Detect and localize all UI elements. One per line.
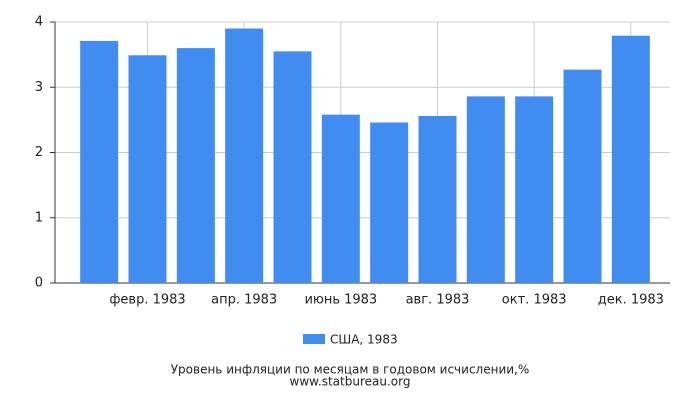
bar — [273, 51, 312, 283]
y-tick-label: 1 — [35, 210, 43, 225]
bar — [466, 96, 505, 283]
bar — [321, 114, 360, 283]
bar — [611, 35, 650, 283]
x-tick-label: авг. 1983 — [406, 293, 470, 308]
bar — [225, 28, 264, 284]
y-tick-label: 4 — [35, 15, 43, 30]
bar — [80, 40, 119, 283]
x-tick-label: дек. 1983 — [598, 293, 664, 308]
source: www.statbureau.org — [290, 375, 411, 389]
y-tick-label: 2 — [35, 145, 43, 160]
bar — [370, 122, 409, 283]
bar — [418, 115, 457, 284]
chart-title: Уровень инфляции по месяцам в годовом ис… — [171, 363, 530, 377]
bar — [176, 48, 215, 283]
y-tick-label: 0 — [35, 276, 43, 291]
bar — [563, 69, 602, 283]
x-tick-label: апр. 1983 — [211, 293, 277, 308]
x-tick-label: февр. 1983 — [109, 293, 185, 308]
bar — [128, 55, 167, 284]
legend-swatch — [303, 334, 325, 344]
legend-label: США, 1983 — [330, 333, 398, 347]
bar — [515, 96, 554, 283]
y-tick-label: 3 — [35, 80, 43, 95]
x-tick-label: июнь 1983 — [304, 293, 377, 308]
x-tick-label: окт. 1983 — [502, 293, 567, 308]
